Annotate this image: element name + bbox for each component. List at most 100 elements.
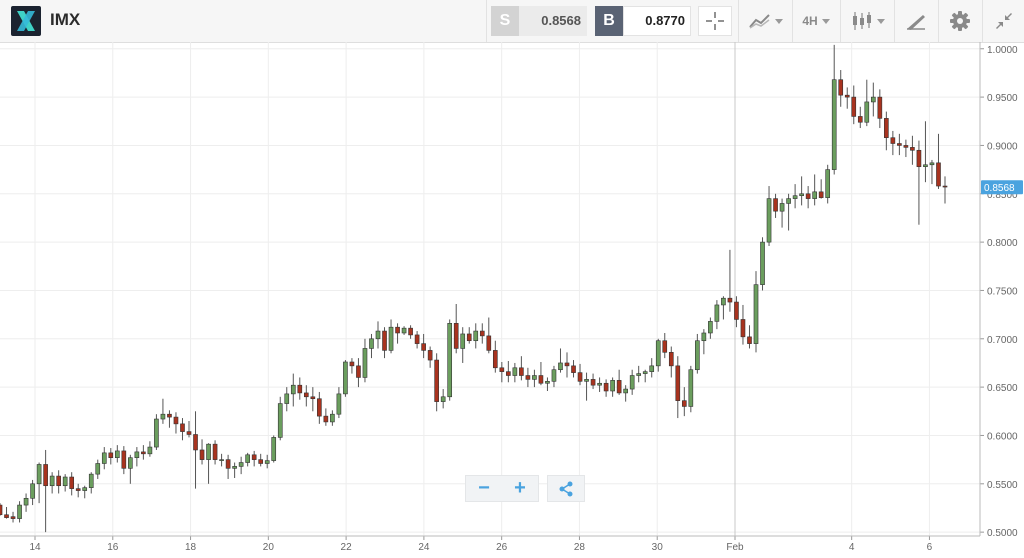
zoom-in-button[interactable]: +: [514, 477, 526, 499]
collapse-button[interactable]: [988, 6, 1020, 36]
candle-body: [167, 413, 172, 418]
candle-body: [532, 375, 537, 380]
candle-body: [786, 198, 791, 204]
candle-body: [23, 497, 29, 506]
candle-body: [271, 437, 277, 461]
candle-body: [69, 476, 75, 489]
candle-body: [825, 169, 831, 198]
candle-body: [114, 450, 120, 458]
crosshair-button[interactable]: [698, 6, 732, 36]
candle-body: [180, 423, 185, 432]
candle-body: [668, 352, 674, 367]
chevron-down-icon: [821, 18, 830, 24]
candle-body: [897, 143, 902, 146]
x-tick-label: 6: [927, 542, 933, 553]
candle-body: [0, 504, 3, 516]
candle-body: [154, 418, 159, 448]
candle-body: [251, 454, 257, 460]
candle-body: [323, 415, 329, 423]
y-tick-label: 0.6500: [987, 383, 1018, 394]
sell-button[interactable]: S: [491, 6, 519, 36]
candle-body: [910, 147, 915, 151]
settings-button[interactable]: [944, 6, 976, 36]
candle-body: [284, 393, 290, 404]
zoom-out-button[interactable]: −: [478, 477, 490, 499]
candle-body: [870, 96, 876, 103]
indicators-button[interactable]: [746, 6, 786, 36]
candle-body: [721, 297, 726, 306]
candle-body: [388, 326, 394, 351]
gear-icon: [950, 11, 970, 31]
y-tick-label: 0.8500: [987, 190, 1018, 201]
candle-body: [193, 434, 198, 451]
candle-body: [877, 96, 883, 119]
sell-price[interactable]: 0.8568: [519, 6, 587, 36]
x-tick-label: 28: [574, 542, 586, 553]
candle-body: [473, 330, 479, 342]
toolbar-divider: [738, 0, 739, 42]
candle-body: [936, 162, 941, 187]
candle-body: [844, 94, 850, 98]
candle-body: [564, 362, 570, 367]
candle-body: [747, 336, 752, 344]
candle-body: [30, 483, 35, 499]
candle-body: [297, 384, 303, 394]
candle-body: [903, 145, 909, 148]
share-button[interactable]: [547, 475, 585, 502]
candle-body: [232, 466, 237, 469]
candle-body: [317, 398, 322, 417]
candle-body: [760, 241, 765, 285]
toolbar: IMX S 0.8568 B 0.8770 4H: [0, 0, 1024, 43]
current-price-tag: [981, 180, 1023, 195]
candle-body: [101, 452, 107, 464]
candle-body: [831, 79, 837, 170]
candle-body: [343, 361, 348, 395]
y-tick-label: 0.5000: [987, 528, 1018, 539]
candle-body: [362, 348, 368, 378]
candle-body: [662, 340, 668, 353]
drawing-tools-icon: [907, 15, 925, 30]
y-tick-label: 0.7000: [987, 335, 1018, 346]
chart-type-button[interactable]: [848, 6, 888, 36]
candle-body: [551, 369, 557, 382]
candle-body: [597, 382, 602, 386]
current-price-label: 0.8568: [984, 183, 1015, 194]
candle-body: [779, 203, 785, 212]
candle-body: [427, 350, 433, 361]
candle-body: [616, 380, 622, 394]
x-tick-label: 18: [185, 542, 197, 553]
candle-body: [499, 367, 505, 372]
candle-body: [610, 380, 615, 392]
candle-body: [512, 367, 518, 376]
candle-body: [655, 340, 661, 367]
price-chart[interactable]: 1.0000 0.9500 0.9000 0.8500 0.8000 0.7500 0.70…: [0, 42, 1024, 558]
candle-body: [141, 451, 146, 455]
candle-body: [453, 323, 459, 349]
x-tick-label: 24: [418, 542, 430, 553]
candle-body: [603, 382, 609, 392]
candle-body: [245, 454, 250, 463]
toolbar-divider: [894, 0, 895, 42]
buy-price[interactable]: 0.8770: [623, 6, 691, 36]
drawing-tools-button[interactable]: [900, 6, 932, 36]
imx-logo: [11, 6, 41, 36]
buy-button[interactable]: B: [595, 6, 623, 36]
candle-body: [49, 475, 55, 487]
candle-body: [212, 443, 218, 460]
candlestick-icon: [853, 12, 871, 30]
candle-body: [414, 334, 420, 344]
x-tick-label: 30: [652, 542, 664, 553]
toolbar-divider: [938, 0, 939, 42]
candle-body: [479, 330, 485, 337]
candle-body: [258, 459, 264, 464]
chevron-down-icon: [775, 18, 783, 24]
candle-body: [584, 379, 589, 382]
candle-body: [623, 388, 628, 394]
candle-body: [773, 198, 778, 212]
candle-body: [10, 516, 16, 519]
toolbar-divider: [982, 0, 983, 42]
indicators-icon: [749, 14, 770, 29]
candle-body: [649, 365, 655, 372]
timeframe-selector[interactable]: 4H: [798, 6, 834, 36]
toolbar-divider: [486, 0, 487, 42]
